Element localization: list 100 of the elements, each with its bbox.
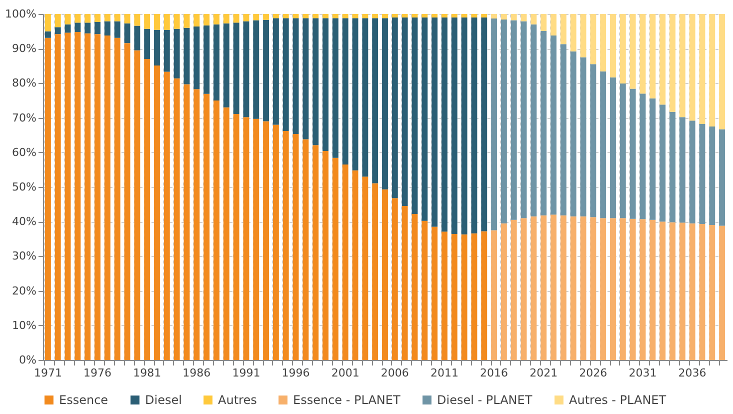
bar: [144, 58, 150, 360]
bar: [154, 14, 160, 30]
bar: [114, 21, 120, 38]
legend-label: Diesel: [145, 393, 182, 407]
bar: [510, 14, 517, 20]
bar: [709, 126, 716, 226]
bar: [689, 14, 696, 121]
bar: [134, 26, 140, 50]
bar: [402, 206, 408, 360]
bar: [124, 43, 130, 360]
bar: [650, 14, 656, 98]
bar: [432, 14, 438, 18]
x-tick-label: 1991: [232, 366, 260, 380]
bar: [530, 216, 537, 360]
bar: [660, 104, 666, 222]
bar: [322, 18, 328, 152]
bar: [590, 64, 596, 218]
bar: [124, 23, 130, 44]
y-tick-label: 100%: [5, 8, 36, 20]
bar: [570, 216, 576, 360]
bar: [214, 14, 220, 24]
legend-label: Autres - PLANET: [569, 393, 667, 407]
bar: [660, 222, 666, 360]
bar: [114, 14, 120, 22]
bar: [272, 14, 279, 18]
bar: [500, 223, 507, 360]
bar: [461, 14, 468, 18]
bar: [500, 14, 507, 20]
bar: [670, 14, 676, 112]
bar: [600, 14, 606, 72]
bar: [461, 17, 468, 234]
bar: [243, 117, 250, 360]
bar: [570, 51, 576, 216]
bar: [510, 220, 517, 360]
bar: [204, 14, 210, 26]
bar: [699, 14, 706, 124]
bar: [84, 22, 91, 34]
y-tick-label: 60%: [12, 146, 36, 159]
bar: [442, 14, 448, 18]
bar: [451, 14, 458, 18]
bar: [342, 18, 348, 165]
bar: [412, 214, 418, 360]
bar: [164, 14, 170, 30]
x-tick-label: 1971: [34, 366, 62, 380]
x-tick-label: 1976: [84, 366, 112, 380]
bar: [362, 14, 368, 18]
bar: [372, 18, 378, 184]
bar: [392, 198, 398, 360]
bar: [699, 224, 706, 360]
legend-label: Diesel - PLANET: [437, 393, 533, 407]
bar: [372, 183, 378, 360]
bar: [382, 14, 388, 18]
bar: [342, 14, 348, 18]
bar: [719, 226, 726, 360]
bar: [74, 22, 81, 32]
bar: [412, 17, 418, 214]
x-tick-label: 1986: [182, 366, 211, 380]
bar: [580, 14, 586, 58]
bar: [600, 71, 606, 218]
bar: [322, 151, 328, 360]
bar: [282, 130, 289, 360]
bar: [233, 14, 240, 23]
bar: [510, 20, 517, 220]
bar: [184, 28, 190, 84]
bar: [84, 14, 91, 23]
bar: [500, 20, 507, 224]
bar: [620, 84, 626, 218]
bar: [282, 18, 289, 131]
bar: [630, 218, 636, 360]
bar: [332, 14, 338, 18]
bar: [580, 57, 586, 216]
y-tick-label: 30%: [12, 250, 36, 263]
bar: [442, 232, 448, 360]
bar: [263, 121, 270, 360]
legend-label: Essence - PLANET: [293, 393, 401, 407]
bar: [709, 225, 716, 360]
bar: [144, 28, 150, 59]
bar: [640, 219, 646, 360]
bar: [54, 34, 61, 360]
bar: [214, 100, 220, 360]
bar: [471, 233, 478, 360]
bar: [64, 32, 71, 360]
bar: [670, 222, 676, 360]
bar: [104, 35, 110, 360]
y-tick-label: 0%: [19, 354, 36, 366]
bar: [272, 18, 279, 125]
bar: [540, 14, 547, 31]
bar: [64, 24, 71, 33]
bar: [352, 18, 358, 170]
bar: [550, 214, 556, 360]
bar: [432, 17, 438, 227]
bar: [223, 14, 230, 24]
bar: [590, 217, 596, 360]
bar: [352, 170, 358, 360]
bar: [560, 14, 566, 44]
bar: [422, 14, 428, 18]
bar: [184, 14, 190, 28]
bar: [292, 134, 299, 360]
bar: [402, 14, 408, 18]
bar: [312, 145, 319, 360]
